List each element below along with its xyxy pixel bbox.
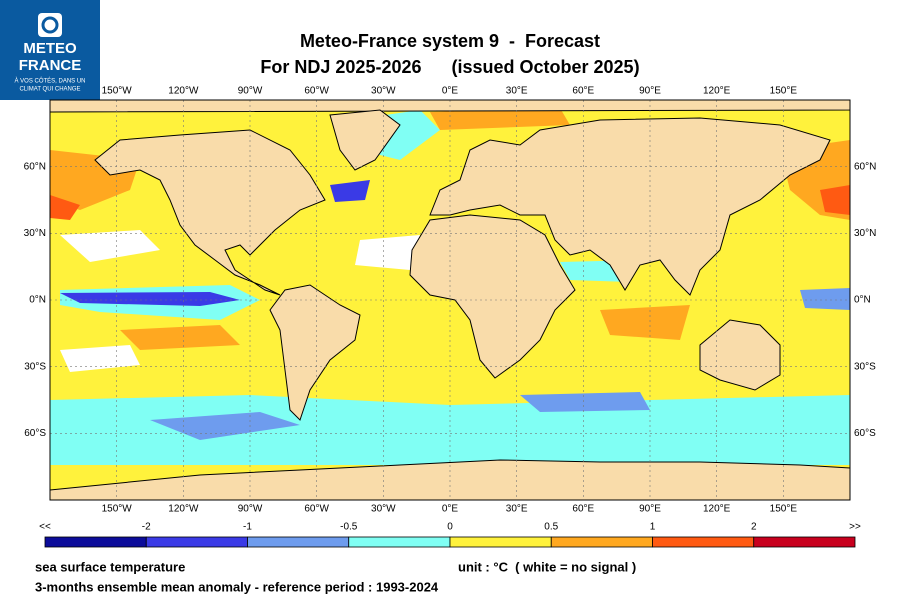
logo-text: FRANCE — [19, 57, 82, 74]
longitude-label: 90°W — [238, 504, 263, 515]
colorbar-label: 2 — [751, 522, 757, 533]
latitude-label: 60°N — [24, 161, 46, 172]
longitude-label: 150°W — [102, 86, 133, 97]
graticule — [50, 100, 850, 500]
colorbar-segment — [247, 536, 350, 548]
latitude-label: 30°N — [854, 228, 876, 239]
longitude-label: 60°W — [304, 504, 329, 515]
title: Meteo-France system 9 - Forecast — [300, 31, 600, 51]
colorbar-label: 0 — [447, 522, 453, 533]
map-frame — [49, 99, 851, 501]
colorbar-label: -2 — [142, 522, 151, 533]
colorbar-label: 1 — [650, 522, 656, 533]
variable-label: sea surface temperature — [35, 559, 185, 574]
longitude-label: 30°E — [506, 504, 528, 515]
logo: METEO FRANCE À VOS CÔTÉS, DANS UN CLIMAT… — [0, 0, 100, 100]
colorbar-segment — [348, 536, 451, 548]
colorbar-label: -1 — [243, 522, 252, 533]
colorbar: << -2 -1 -0.5 0 0.5 1 2 >> — [39, 522, 861, 548]
longitude-label: 60°W — [304, 86, 329, 97]
colorbar-segment — [449, 536, 552, 548]
colorbar-label: >> — [849, 522, 861, 533]
longitude-label: 120°E — [703, 86, 731, 97]
colorbar-segment — [652, 536, 755, 548]
longitude-label: 0°E — [442, 86, 459, 97]
latitude-label: 60°S — [854, 428, 876, 439]
description: 3-months ensemble mean anomaly - referen… — [35, 579, 439, 594]
longitude-label: 30°E — [506, 86, 528, 97]
latitude-label: 30°S — [854, 361, 876, 372]
latitude-label: 60°N — [854, 161, 876, 172]
longitude-label: 90°W — [238, 86, 263, 97]
latitude-label: 60°S — [24, 428, 46, 439]
longitude-label: 60°E — [572, 504, 594, 515]
longitude-label: 90°E — [639, 504, 661, 515]
logo-text: METEO — [23, 40, 77, 57]
longitude-label: 120°E — [703, 504, 731, 515]
map — [50, 100, 850, 500]
longitude-label: 90°E — [639, 86, 661, 97]
colorbar-label: -0.5 — [340, 522, 358, 533]
longitude-label: 150°E — [770, 504, 798, 515]
colorbar-segment — [753, 536, 856, 548]
subtitle: For NDJ 2025-2026 (issued October 2025) — [260, 57, 639, 77]
colorbar-label: << — [39, 522, 51, 533]
logo-tagline: CLIMAT QUI CHANGE — [19, 87, 80, 93]
latitude-label: 30°S — [24, 361, 46, 372]
axis-labels: 150°W 150°W 120°W 120°W 90°W 90°W 60°W 60°W 30°W… — [24, 86, 877, 515]
longitude-label: 150°E — [770, 86, 798, 97]
unit-label: unit : °C ( white = no signal ) — [458, 559, 636, 574]
longitude-label: 60°E — [572, 86, 594, 97]
latitude-label: 30°N — [24, 228, 46, 239]
colorbar-segment — [550, 536, 653, 548]
logo-tagline: À VOS CÔTÉS, DANS UN — [14, 78, 85, 85]
colorbar-label: 0.5 — [544, 522, 558, 533]
colorbar-segment — [145, 536, 248, 548]
longitude-label: 120°W — [168, 504, 199, 515]
longitude-label: 0°E — [442, 504, 459, 515]
longitude-label: 150°W — [102, 504, 133, 515]
latitude-label: 0°N — [29, 295, 46, 306]
longitude-label: 30°W — [371, 504, 396, 515]
latitude-label: 0°N — [854, 295, 871, 306]
colorbar-segment — [44, 536, 147, 548]
longitude-label: 30°W — [371, 86, 396, 97]
longitude-label: 120°W — [168, 86, 199, 97]
